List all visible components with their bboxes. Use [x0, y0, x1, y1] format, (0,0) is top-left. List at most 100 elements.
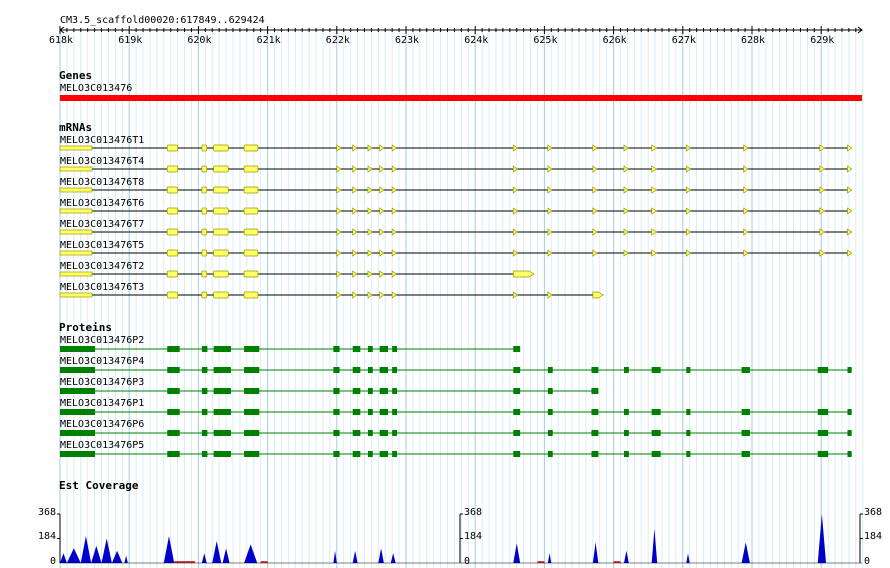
exon-arrow — [547, 144, 553, 152]
exon-arrow — [379, 144, 385, 152]
protein-block — [379, 409, 389, 415]
exon-arrow — [367, 249, 373, 257]
exon-arrow — [743, 249, 749, 257]
protein-feature — [60, 367, 852, 373]
mrna-label[interactable]: MELO3C013476T5 — [60, 240, 145, 251]
mrna-label[interactable]: MELO3C013476T7 — [60, 219, 145, 230]
protein-block — [352, 409, 361, 415]
protein-block — [167, 388, 180, 394]
exon-arrow — [547, 207, 553, 215]
exon-block — [213, 186, 229, 194]
exon-arrow — [623, 144, 629, 152]
utr-block — [59, 187, 93, 193]
exon-arrow — [367, 207, 373, 215]
exon-block — [243, 144, 259, 152]
coverage-peak — [163, 536, 175, 563]
protein-block — [333, 367, 340, 373]
protein-block — [547, 430, 553, 436]
protein-block — [333, 430, 340, 436]
protein-label[interactable]: MELO3C013476P6 — [60, 419, 145, 430]
protein-block — [547, 451, 553, 457]
exon-block — [243, 270, 259, 278]
exon-arrow — [847, 165, 853, 173]
exon-arrow — [743, 144, 749, 152]
exon-arrow — [592, 144, 598, 152]
exon-arrow — [819, 228, 826, 236]
mrna-label[interactable]: MELO3C013476T6 — [60, 198, 145, 209]
exon-arrow — [592, 207, 598, 215]
protein-label[interactable]: MELO3C013476P3 — [60, 377, 145, 388]
coverage-axis-mid-left: 184 — [38, 531, 57, 542]
protein-block — [817, 409, 829, 415]
mrna-feature — [59, 228, 853, 236]
coverage-peak — [623, 550, 629, 563]
exon-block — [243, 165, 259, 173]
protein-label[interactable]: MELO3C013476P1 — [60, 398, 145, 409]
protein-block — [213, 409, 231, 415]
mrna-feature — [59, 291, 604, 299]
protein-block — [392, 430, 398, 436]
exon-block — [201, 228, 208, 236]
coverage-peak — [66, 548, 81, 563]
exon-arrow — [685, 228, 691, 236]
coverage-peak — [91, 545, 102, 563]
mrna-feature — [59, 249, 853, 257]
protein-block — [651, 409, 661, 415]
exon-arrow — [379, 186, 385, 194]
mrna-label[interactable]: MELO3C013476T2 — [60, 261, 145, 272]
exon-arrow — [547, 291, 553, 299]
exon-arrow — [743, 165, 749, 173]
exon-arrow — [592, 249, 598, 257]
ruler-tick-label: 629k — [810, 35, 835, 46]
mrna-label[interactable]: MELO3C013476T4 — [60, 156, 145, 167]
exon-arrow — [623, 249, 629, 257]
protein-block — [60, 451, 95, 457]
protein-block — [60, 409, 95, 415]
mrna-label[interactable]: MELO3C013476T3 — [60, 282, 145, 293]
protein-block — [167, 367, 180, 373]
protein-block — [367, 367, 373, 373]
gene-feature-bar[interactable] — [60, 95, 862, 101]
exon-arrow — [623, 165, 629, 173]
exon-block — [166, 249, 178, 257]
protein-feature — [60, 409, 852, 415]
ruler-tick-label: 628k — [741, 35, 766, 46]
exon-block — [166, 291, 178, 299]
ruler-tick-label: 621k — [256, 35, 281, 46]
protein-block — [392, 388, 398, 394]
exon-block — [213, 228, 229, 236]
protein-block — [379, 451, 389, 457]
exon-arrow — [367, 165, 373, 173]
protein-block — [817, 367, 829, 373]
protein-block — [213, 367, 231, 373]
exon-arrow — [512, 228, 518, 236]
utr-block — [59, 166, 93, 172]
exon-arrow — [743, 207, 749, 215]
mrna-feature — [59, 270, 535, 278]
exon-block — [166, 144, 178, 152]
protein-feature — [60, 388, 599, 394]
protein-block — [352, 451, 361, 457]
exon-block — [243, 207, 259, 215]
exon-arrow — [379, 207, 385, 215]
protein-label[interactable]: MELO3C013476P2 — [60, 335, 145, 346]
exon-block — [166, 207, 178, 215]
mrna-label[interactable]: MELO3C013476T8 — [60, 177, 145, 188]
mrna-label[interactable]: MELO3C013476T1 — [60, 135, 145, 146]
exon-arrow — [547, 249, 553, 257]
ruler-tick-label: 618k — [49, 35, 74, 46]
protein-block — [686, 430, 691, 436]
protein-block — [547, 409, 553, 415]
exon-arrow — [685, 249, 691, 257]
gene-label[interactable]: MELO3C013476 — [60, 83, 133, 94]
protein-label[interactable]: MELO3C013476P5 — [60, 440, 145, 451]
exon-arrow — [512, 207, 518, 215]
protein-label[interactable]: MELO3C013476P4 — [60, 356, 145, 367]
exon-arrow — [512, 144, 518, 152]
protein-block — [591, 367, 599, 373]
exon-end — [592, 291, 604, 299]
protein-feature — [60, 451, 852, 457]
mrna-feature — [59, 144, 853, 152]
